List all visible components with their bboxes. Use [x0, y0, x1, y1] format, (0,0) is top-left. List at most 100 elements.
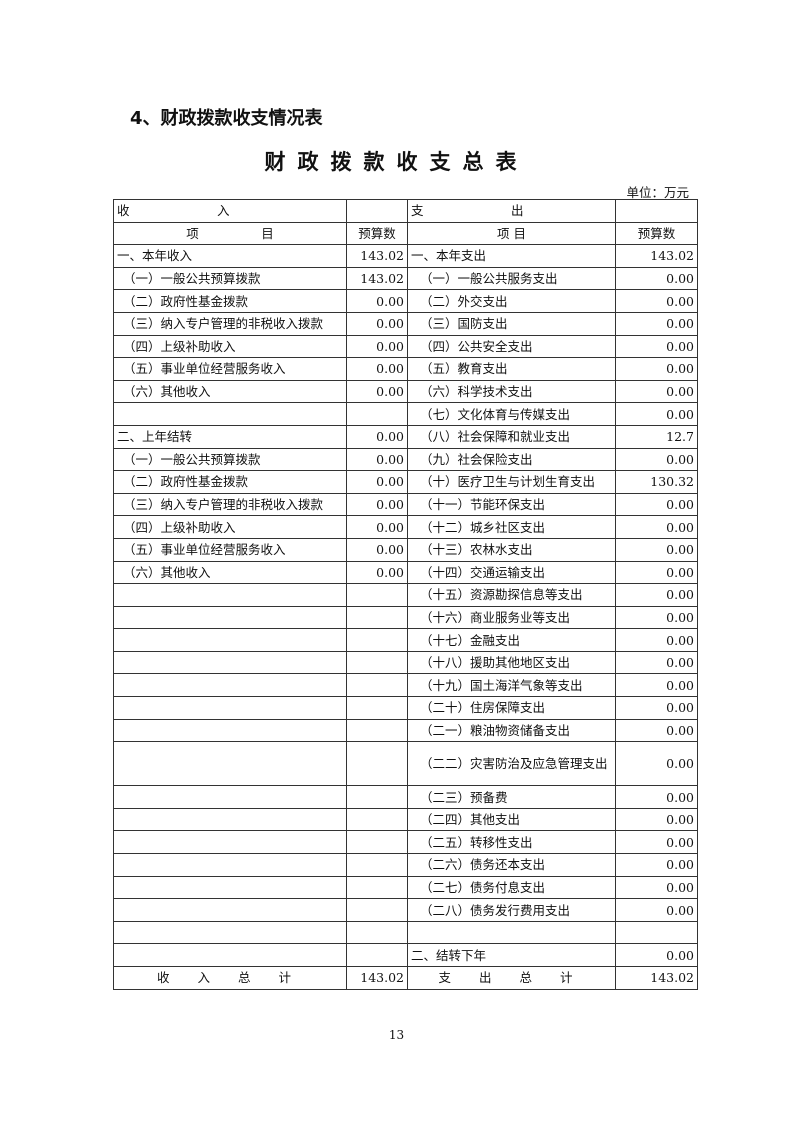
income-item [113, 807, 347, 832]
expense-value: 0.00 [615, 537, 698, 562]
table-row: 一、本年收入 143.02 一、本年支出 143.02 [113, 244, 698, 268]
expense-item: （一）一般公共服务支出 [407, 266, 616, 291]
table-row: 二、结转下年 0.00 [113, 943, 698, 967]
expense-value: 0.00 [615, 492, 698, 517]
expense-item [407, 920, 616, 945]
income-value [346, 785, 408, 809]
income-item [113, 830, 347, 855]
income-value [346, 650, 408, 675]
table-row: （一）一般公共预算拨款 0.00 （九）社会保险支出 0.00 [113, 447, 698, 472]
income-item: （四）上级补助收入 [113, 334, 347, 359]
table-row [113, 920, 698, 945]
income-item: 一、本年收入 [113, 244, 347, 268]
expense-item: （二）外交支出 [407, 289, 616, 313]
fiscal-appropriation-table: 收 入 支 出 项 目 预算数 项 目 预算数 一、本年收入 143.02 一、本年… [113, 199, 698, 990]
group-header-row: 收 入 支 出 [113, 199, 698, 223]
expense-value: 0.00 [615, 943, 698, 967]
expense-item: （五）教育支出 [407, 357, 616, 381]
income-value [346, 920, 408, 945]
income-value [346, 718, 408, 743]
table-row: （二五）转移性支出 0.00 [113, 830, 698, 855]
income-item [113, 943, 347, 967]
income-item: （六）其他收入 [113, 379, 347, 404]
table-row: （二六）债务还本支出 0.00 [113, 853, 698, 877]
expense-item: （三）国防支出 [407, 311, 616, 336]
expense-value: 143.02 [615, 244, 698, 268]
income-item [113, 741, 347, 787]
income-value: 0.00 [346, 357, 408, 381]
expense-item: （四）公共安全支出 [407, 334, 616, 359]
income-value: 0.00 [346, 379, 408, 404]
income-item: （一）一般公共预算拨款 [113, 447, 347, 472]
table-row: （五）事业单位经营服务收入 0.00 （十三）农林水支出 0.00 [113, 537, 698, 562]
income-item [113, 920, 347, 945]
expense-item: （十七）金融支出 [407, 628, 616, 652]
income-value [346, 402, 408, 426]
expense-item: （十三）农林水支出 [407, 537, 616, 562]
income-value: 0.00 [346, 447, 408, 472]
table-row: （五）事业单位经营服务收入 0.00 （五）教育支出 0.00 [113, 357, 698, 381]
income-value: 143.02 [346, 244, 408, 268]
income-value: 0.00 [346, 424, 408, 449]
income-value: 0.00 [346, 515, 408, 539]
expense-item: （九）社会保险支出 [407, 447, 616, 472]
expense-item: （八）社会保障和就业支出 [407, 424, 616, 449]
expense-group-header: 支 出 [407, 199, 616, 223]
expense-item: （二八）债务发行费用支出 [407, 898, 616, 922]
expense-value: 0.00 [615, 379, 698, 404]
table-row: （三）纳入专户管理的非税收入拨款 0.00 （十一）节能环保支出 0.00 [113, 492, 698, 517]
income-value: 143.02 [346, 266, 408, 291]
income-total-value: 143.02 [346, 966, 408, 990]
table-row: （二四）其他支出 0.00 [113, 807, 698, 832]
expense-value: 0.00 [615, 583, 698, 607]
expense-item: （十九）国土海洋气象等支出 [407, 673, 616, 698]
table-row: （十八）援助其他地区支出 0.00 [113, 650, 698, 675]
expense-item: （二五）转移性支出 [407, 830, 616, 855]
income-item: （四）上级补助收入 [113, 515, 347, 539]
expense-value: 0.00 [615, 650, 698, 675]
table-row: （十六）商业服务业等支出 0.00 [113, 605, 698, 630]
table-title: 财政拨款收支总表 [264, 150, 529, 174]
expense-value: 0.00 [615, 334, 698, 359]
table-row: 二、上年结转 0.00 （八）社会保障和就业支出 12.7 [113, 424, 698, 449]
income-value: 0.00 [346, 492, 408, 517]
expense-item: 二、结转下年 [407, 943, 616, 967]
table-row: （二）政府性基金拨款 0.00 （二）外交支出 0.00 [113, 289, 698, 313]
expense-item: （二七）债务付息支出 [407, 875, 616, 900]
expense-value: 0.00 [615, 807, 698, 832]
expense-item: （十六）商业服务业等支出 [407, 605, 616, 630]
income-value [346, 696, 408, 720]
expense-item: （七）文化体育与传媒支出 [407, 402, 616, 426]
income-value [346, 741, 408, 787]
expense-value: 130.32 [615, 470, 698, 494]
income-item [113, 898, 347, 922]
expense-item: （六）科学技术支出 [407, 379, 616, 404]
expense-item: （二六）债务还本支出 [407, 853, 616, 877]
table-row: （一）一般公共预算拨款 143.02 （一）一般公共服务支出 0.00 [113, 266, 698, 291]
income-item [113, 673, 347, 698]
income-value [346, 898, 408, 922]
income-item [113, 650, 347, 675]
table-row: （二）政府性基金拨款 0.00 （十）医疗卫生与计划生育支出 130.32 [113, 470, 698, 494]
expense-item: （十）医疗卫生与计划生育支出 [407, 470, 616, 494]
expense-item: （二十）住房保障支出 [407, 696, 616, 720]
income-item [113, 402, 347, 426]
expense-budget-header: 预算数 [615, 221, 698, 246]
income-item-header: 项 目 [113, 221, 347, 246]
income-value [346, 943, 408, 967]
expense-item: （二四）其他支出 [407, 807, 616, 832]
totals-row: 收 入 总 计 143.02 支 出 总 计 143.02 [113, 966, 698, 990]
income-value: 0.00 [346, 470, 408, 494]
table-row: （六）其他收入 0.00 （六）科学技术支出 0.00 [113, 379, 698, 404]
expense-item: 一、本年支出 [407, 244, 616, 268]
table-row: （六）其他收入 0.00 （十四）交通运输支出 0.00 [113, 560, 698, 585]
expense-value: 0.00 [615, 628, 698, 652]
expense-item: （二二）灾害防治及应急管理支出 [407, 741, 616, 787]
section-title: 4、财政拨款收支情况表 [130, 108, 323, 129]
income-item [113, 696, 347, 720]
income-item: （二）政府性基金拨款 [113, 289, 347, 313]
table-row: （十五）资源勘探信息等支出 0.00 [113, 583, 698, 607]
expense-value: 12.7 [615, 424, 698, 449]
income-group-header: 收 入 [113, 199, 347, 223]
expense-item-header: 项 目 [407, 221, 616, 246]
